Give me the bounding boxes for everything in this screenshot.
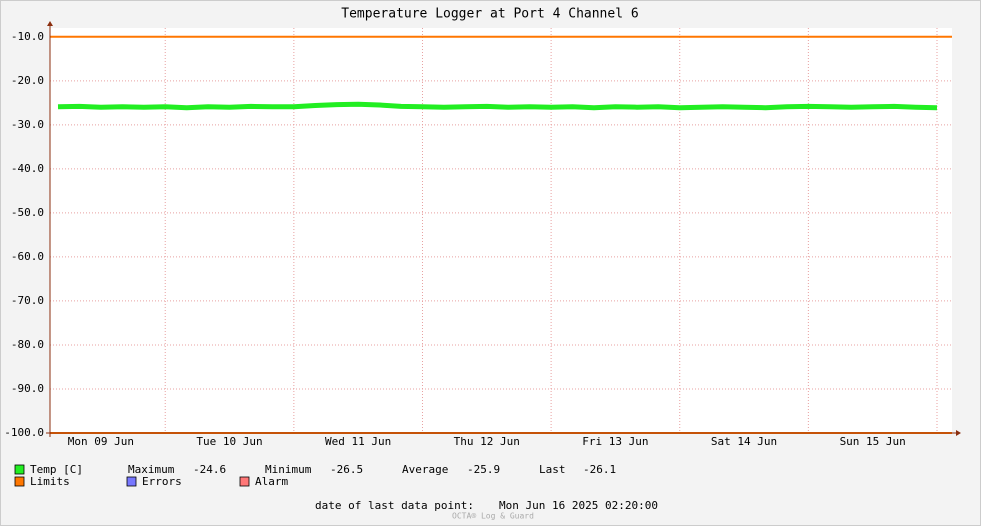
y-tick-label: -100.0 <box>4 426 44 439</box>
x-tick-label: Sat 14 Jun <box>711 435 777 448</box>
x-axis-arrow <box>956 430 961 436</box>
stat-value: -26.1 <box>583 463 616 476</box>
legend-label: Temp [C] <box>30 463 83 476</box>
plot-area <box>50 28 952 433</box>
y-tick-label: -80.0 <box>11 338 44 351</box>
footer-date: Mon Jun 16 2025 02:20:00 <box>499 499 658 512</box>
stat-value: -26.5 <box>330 463 363 476</box>
data-line <box>57 101 938 111</box>
x-tick-label: Mon 09 Jun <box>68 435 134 448</box>
chart-title: Temperature Logger at Port 4 Channel 6 <box>341 7 638 22</box>
stat-value: -25.9 <box>467 463 500 476</box>
legend-swatch <box>14 464 25 475</box>
footer-label: date of last data point: <box>315 499 474 512</box>
x-tick-label: Sun 15 Jun <box>840 435 906 448</box>
y-tick-label: -70.0 <box>11 294 44 307</box>
y-tick-label: -40.0 <box>11 162 44 175</box>
x-tick-label: Wed 11 Jun <box>325 435 391 448</box>
y-tick-label: -50.0 <box>11 206 44 219</box>
x-tick-label: Thu 12 Jun <box>454 435 520 448</box>
stat-label: Minimum <box>265 463 312 476</box>
y-tick-label: -10.0 <box>11 30 44 43</box>
x-tick-label: Tue 10 Jun <box>196 435 262 448</box>
watermark: OCTA® Log & Guard <box>452 512 534 521</box>
y-tick-label: -90.0 <box>11 382 44 395</box>
legend-swatch <box>14 476 25 487</box>
legend-label: Limits <box>30 475 70 488</box>
stat-value: -24.6 <box>193 463 226 476</box>
stat-label: Last <box>539 463 566 476</box>
legend-label: Alarm <box>255 475 288 488</box>
y-axis-arrow <box>47 21 53 26</box>
y-tick-label: -20.0 <box>11 74 44 87</box>
x-tick-label: Fri 13 Jun <box>582 435 648 448</box>
stat-label: Average <box>402 463 448 476</box>
legend-label: Errors <box>142 475 182 488</box>
stat-label: Maximum <box>128 463 175 476</box>
legend-swatch <box>239 476 250 487</box>
y-tick-label: -60.0 <box>11 250 44 263</box>
y-tick-label: -30.0 <box>11 118 44 131</box>
legend-swatch <box>126 476 137 487</box>
